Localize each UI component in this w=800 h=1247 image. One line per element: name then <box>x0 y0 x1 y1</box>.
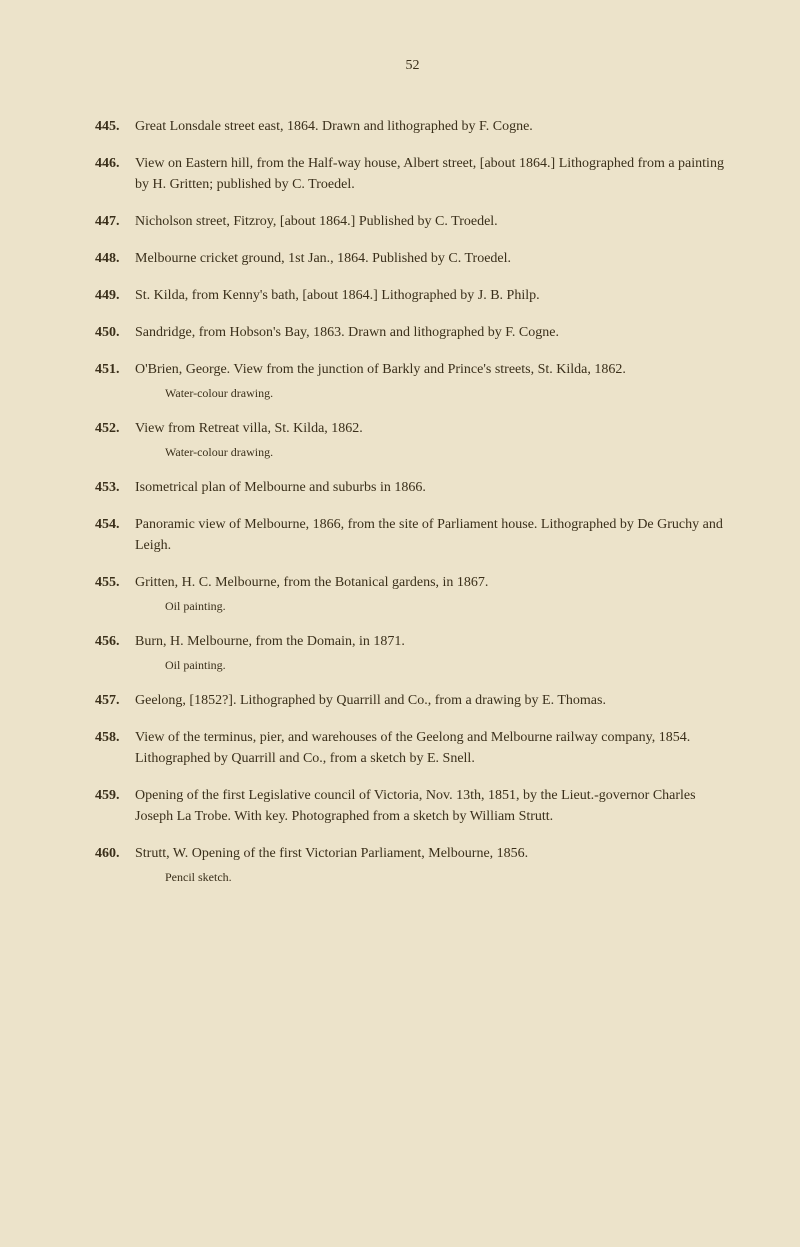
entry-note: Oil painting. <box>165 597 730 615</box>
catalog-entry: 447.Nicholson street, Fitzroy, [about 18… <box>95 211 730 232</box>
catalog-entry: 460.Strutt, W. Opening of the first Vict… <box>95 843 730 864</box>
entry-text: View on Eastern hill, from the Half-way … <box>135 153 730 195</box>
catalog-entry: 445.Great Lonsdale street east, 1864. Dr… <box>95 116 730 137</box>
entries-list: 445.Great Lonsdale street east, 1864. Dr… <box>95 116 730 886</box>
entry-number: 459. <box>95 785 135 806</box>
entry-number: 450. <box>95 322 135 343</box>
catalog-entry: 455.Gritten, H. C. Melbourne, from the B… <box>95 572 730 593</box>
catalog-entry: 454.Panoramic view of Melbourne, 1866, f… <box>95 514 730 556</box>
entry-text: Great Lonsdale street east, 1864. Drawn … <box>135 116 730 137</box>
entry-text: Gritten, H. C. Melbourne, from the Botan… <box>135 572 730 593</box>
catalog-entry: 450.Sandridge, from Hobson's Bay, 1863. … <box>95 322 730 343</box>
entry-text: Strutt, W. Opening of the first Victoria… <box>135 843 730 864</box>
entry-note: Oil painting. <box>165 656 730 674</box>
catalog-entry: 453.Isometrical plan of Melbourne and su… <box>95 477 730 498</box>
entry-text: Sandridge, from Hobson's Bay, 1863. Draw… <box>135 322 730 343</box>
entry-text: Opening of the first Legislative council… <box>135 785 730 827</box>
entry-text: Burn, H. Melbourne, from the Domain, in … <box>135 631 730 652</box>
entry-note: Pencil sketch. <box>165 868 730 886</box>
entry-text: O'Brien, George. View from the junction … <box>135 359 730 380</box>
catalog-entry: 458.View of the terminus, pier, and ware… <box>95 727 730 769</box>
entry-note: Water-colour drawing. <box>165 443 730 461</box>
catalog-entry: 456.Burn, H. Melbourne, from the Domain,… <box>95 631 730 652</box>
entry-text: Panoramic view of Melbourne, 1866, from … <box>135 514 730 556</box>
entry-number: 451. <box>95 359 135 380</box>
entry-number: 460. <box>95 843 135 864</box>
catalog-entry: 451.O'Brien, George. View from the junct… <box>95 359 730 380</box>
entry-number: 452. <box>95 418 135 439</box>
entry-note: Water-colour drawing. <box>165 384 730 402</box>
catalog-entry: 449.St. Kilda, from Kenny's bath, [about… <box>95 285 730 306</box>
catalog-entry: 446.View on Eastern hill, from the Half-… <box>95 153 730 195</box>
catalog-entry: 452.View from Retreat villa, St. Kilda, … <box>95 418 730 439</box>
entry-number: 457. <box>95 690 135 711</box>
catalog-entry: 459.Opening of the first Legislative cou… <box>95 785 730 827</box>
entry-text: Isometrical plan of Melbourne and suburb… <box>135 477 730 498</box>
entry-number: 453. <box>95 477 135 498</box>
entry-text: Melbourne cricket ground, 1st Jan., 1864… <box>135 248 730 269</box>
entry-number: 445. <box>95 116 135 137</box>
entry-text: Geelong, [1852?]. Lithographed by Quarri… <box>135 690 730 711</box>
entry-number: 456. <box>95 631 135 652</box>
entry-text: St. Kilda, from Kenny's bath, [about 186… <box>135 285 730 306</box>
entry-number: 458. <box>95 727 135 748</box>
catalog-entry: 448.Melbourne cricket ground, 1st Jan., … <box>95 248 730 269</box>
entry-number: 446. <box>95 153 135 174</box>
entry-text: Nicholson street, Fitzroy, [about 1864.]… <box>135 211 730 232</box>
page-number: 52 <box>95 55 730 76</box>
entry-number: 448. <box>95 248 135 269</box>
entry-text: View of the terminus, pier, and warehous… <box>135 727 730 769</box>
entry-number: 454. <box>95 514 135 535</box>
catalog-entry: 457.Geelong, [1852?]. Lithographed by Qu… <box>95 690 730 711</box>
entry-number: 447. <box>95 211 135 232</box>
entry-number: 455. <box>95 572 135 593</box>
entry-number: 449. <box>95 285 135 306</box>
entry-text: View from Retreat villa, St. Kilda, 1862… <box>135 418 730 439</box>
